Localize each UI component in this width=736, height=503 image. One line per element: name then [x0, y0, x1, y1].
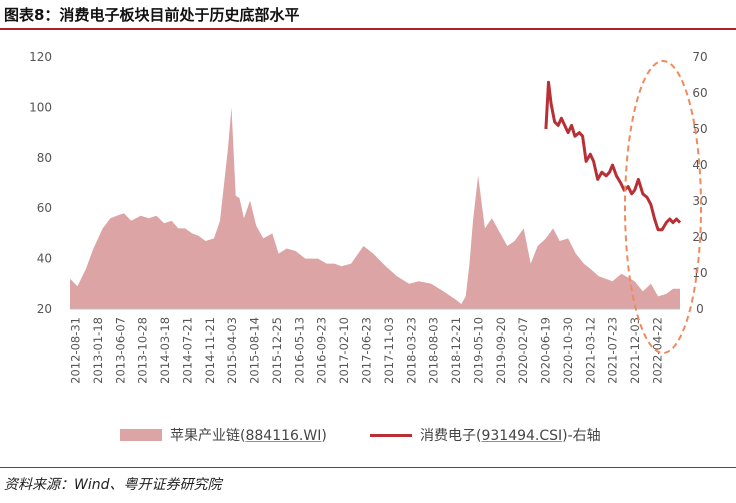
- legend-swatch-line: [370, 433, 412, 437]
- x-tick-label: 2020-06-19: [539, 317, 553, 384]
- y-left-tick-label: 60: [37, 201, 52, 215]
- x-tick-label: 2013-06-07: [113, 317, 127, 384]
- x-tick-label: 2020-10-30: [561, 317, 575, 384]
- x-tick-label: 2017-06-23: [360, 317, 374, 384]
- x-tick-label: 2018-03-23: [404, 317, 418, 384]
- area-series-apple-chain: [70, 107, 680, 310]
- x-tick-label: 2013-01-18: [91, 317, 105, 384]
- y-right-tick-label: 40: [692, 158, 707, 172]
- highlight-ellipse: [624, 60, 702, 354]
- x-tick-label: 2017-02-10: [337, 317, 351, 384]
- x-tick-label: 2018-08-03: [427, 317, 441, 384]
- y-left-tick-label: 120: [29, 50, 52, 64]
- x-tick-label: 2020-02-07: [516, 317, 530, 384]
- x-tick-label: 2013-10-28: [136, 317, 150, 384]
- line-series-layer: [544, 80, 682, 232]
- title-divider: [0, 28, 736, 30]
- y-right-tick-label: 0: [696, 302, 704, 316]
- legend: 苹果产业链(884116.WI) 消费电子(931494.CSI)-右轴: [0, 425, 736, 445]
- y-left-tick-label: 80: [37, 151, 52, 165]
- line-series-consumer-electronics: [544, 80, 682, 232]
- legend-label-line: 消费电子(931494.CSI)-右轴: [420, 428, 601, 444]
- legend-swatch-area: [120, 429, 162, 441]
- area-series-layer: [70, 107, 680, 310]
- x-tick-label: 2016-09-23: [315, 317, 329, 384]
- y-left-tick-label: 100: [29, 100, 52, 114]
- legend-label-area: 苹果产业链(884116.WI): [170, 428, 327, 444]
- x-tick-label: 2015-12-25: [270, 317, 284, 384]
- x-tick-label: 2017-11-03: [382, 317, 396, 384]
- legend-item-line: 消费电子(931494.CSI)-右轴: [370, 425, 601, 445]
- x-tick-label: 2014-11-21: [203, 317, 217, 384]
- y-right-tick-label: 70: [692, 50, 707, 64]
- x-tick-label: 2018-12-21: [449, 317, 463, 384]
- y-left-tick-label: 40: [37, 252, 52, 266]
- y-right-tick-label: 60: [692, 86, 707, 100]
- x-tick-label: 2021-07-23: [606, 317, 620, 384]
- source-divider: [0, 467, 736, 468]
- x-tick-label: 2014-07-21: [180, 317, 194, 384]
- x-tick-label: 2015-08-14: [248, 317, 262, 384]
- x-tick-label: 2021-03-12: [583, 317, 597, 384]
- x-tick-label: 2012-08-31: [69, 317, 83, 384]
- x-tick-label: 2019-05-10: [471, 317, 485, 384]
- x-tick-label: 2019-09-20: [494, 317, 508, 384]
- x-tick-label: 2021-12-03: [628, 317, 642, 384]
- x-tick-layer: 2012-08-31 2013-01-18 2013-06-07 2013-10-28…: [69, 317, 665, 384]
- y-right-tick-label: 10: [692, 266, 707, 280]
- x-tick-label: 2015-04-03: [225, 317, 239, 384]
- figure-title: 图表8：消费电子板块目前处于历史底部水平: [4, 6, 300, 24]
- y-left-tick-label: 20: [37, 302, 52, 316]
- source-note: 资料来源：Wind、粤开证券研究院: [4, 477, 222, 493]
- x-tick-label: 2016-05-13: [292, 317, 306, 384]
- legend-item-area: 苹果产业链(884116.WI): [120, 425, 327, 445]
- x-tick-label: 2014-03-18: [158, 317, 172, 384]
